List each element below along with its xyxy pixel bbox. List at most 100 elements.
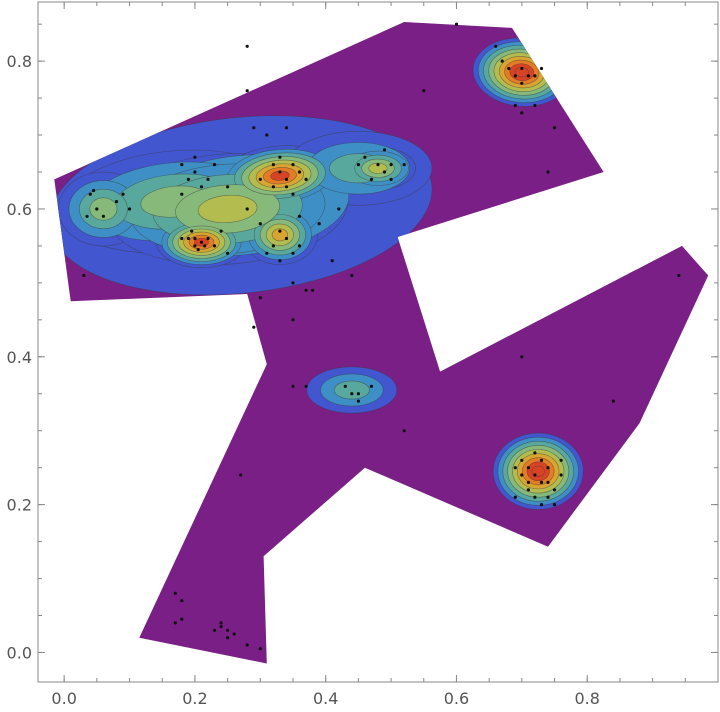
data-point <box>92 188 96 193</box>
data-point <box>304 384 308 388</box>
data-point <box>245 207 249 211</box>
data-point <box>212 163 217 167</box>
data-point <box>212 628 217 632</box>
data-point <box>258 177 262 181</box>
data-point <box>520 81 524 85</box>
y-tick-label: 0.4 <box>7 348 32 367</box>
data-point <box>173 621 177 625</box>
data-point <box>193 236 197 241</box>
plot-area <box>54 22 709 664</box>
data-point <box>196 248 200 252</box>
data-point <box>193 170 197 174</box>
data-point <box>219 625 223 629</box>
data-point <box>402 429 406 433</box>
data-point <box>559 473 563 477</box>
data-point <box>258 222 262 226</box>
data-point <box>180 192 184 196</box>
y-tick-label: 0.2 <box>7 496 32 515</box>
data-point <box>219 229 223 233</box>
data-point <box>559 458 563 462</box>
x-tick-label: 0.2 <box>182 689 207 708</box>
data-point <box>173 591 177 595</box>
data-point <box>677 273 681 278</box>
data-point <box>369 177 374 181</box>
data-point <box>101 214 105 218</box>
data-point <box>114 200 119 204</box>
data-point <box>311 288 315 292</box>
data-point <box>278 170 282 174</box>
contour-level <box>89 197 118 221</box>
data-point <box>546 466 550 470</box>
data-point <box>520 473 524 477</box>
contour-levels <box>54 37 584 510</box>
data-point <box>454 22 459 26</box>
data-point <box>95 207 99 211</box>
y-tick-label: 0.8 <box>7 52 32 71</box>
data-point <box>226 636 230 640</box>
data-point <box>533 451 537 455</box>
data-point <box>533 103 537 108</box>
data-point <box>350 392 354 396</box>
x-tick-label: 0.8 <box>575 689 600 708</box>
data-point <box>252 126 256 130</box>
data-point <box>258 296 262 300</box>
data-point <box>297 170 302 174</box>
data-point <box>552 126 557 130</box>
data-point <box>389 163 393 167</box>
data-point <box>258 647 262 651</box>
x-tick-label: 0.4 <box>313 689 338 708</box>
data-point <box>513 74 517 78</box>
data-point <box>284 126 289 130</box>
data-point <box>180 599 184 603</box>
data-point <box>382 170 387 174</box>
data-point <box>278 229 282 233</box>
data-point <box>526 74 531 78</box>
data-point <box>337 207 341 211</box>
data-point <box>121 192 125 196</box>
data-point <box>180 617 184 621</box>
data-point <box>203 244 207 248</box>
data-point <box>206 236 210 241</box>
data-point <box>526 480 531 484</box>
data-point <box>520 458 524 462</box>
contour-level <box>197 194 258 224</box>
data-point <box>291 384 295 388</box>
data-point <box>507 66 511 71</box>
data-point <box>245 44 249 48</box>
data-point <box>533 473 537 477</box>
data-point <box>88 192 92 196</box>
data-point <box>533 495 537 499</box>
data-point <box>245 89 249 93</box>
data-point <box>356 399 360 403</box>
data-point <box>356 163 360 167</box>
data-point <box>271 185 275 189</box>
data-point <box>500 59 504 63</box>
data-point <box>539 458 544 462</box>
data-point <box>180 236 184 241</box>
data-point <box>382 148 387 152</box>
data-point <box>520 355 524 359</box>
data-point <box>271 163 275 167</box>
data-point <box>304 177 308 181</box>
data-point <box>82 273 86 278</box>
data-point <box>291 192 295 196</box>
data-point <box>180 163 184 167</box>
data-point <box>376 163 380 167</box>
data-point <box>199 185 204 189</box>
data-point <box>526 466 531 470</box>
data-point <box>546 170 550 174</box>
x-tick-label: 0.6 <box>444 689 469 708</box>
data-point <box>239 473 243 477</box>
data-point <box>520 111 524 115</box>
data-point <box>356 392 360 396</box>
data-point <box>186 177 190 181</box>
data-point <box>190 229 194 233</box>
data-point <box>539 480 544 484</box>
data-point <box>265 251 269 255</box>
data-point <box>526 488 531 492</box>
data-point <box>186 236 190 241</box>
axes: 0.0 0.2 0.4 0.6 0.8 0.0 0.2 0.4 0.6 0.8 <box>7 1 719 708</box>
data-point <box>494 44 498 48</box>
data-point <box>539 503 544 507</box>
